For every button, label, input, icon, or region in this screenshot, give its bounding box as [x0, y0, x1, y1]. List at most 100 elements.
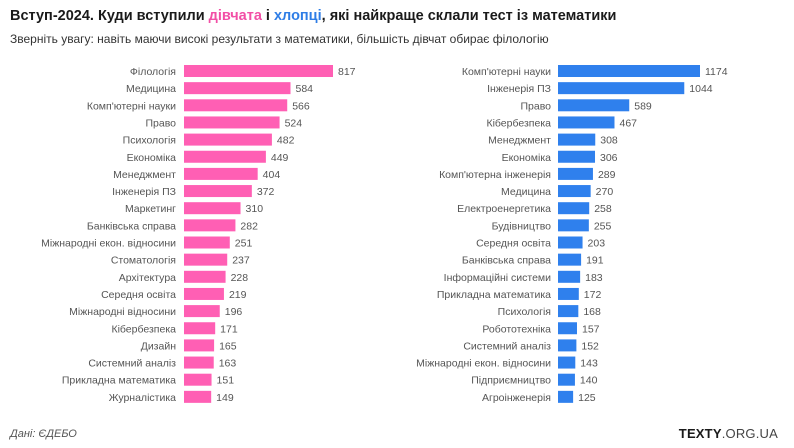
bar[interactable]: [184, 253, 228, 266]
category-label: Будівництво: [492, 220, 552, 232]
bar[interactable]: [184, 270, 226, 283]
category-label: Агроінженерія: [482, 392, 551, 404]
value-label: 566: [292, 100, 310, 112]
value-label: 125: [578, 392, 596, 404]
bar[interactable]: [184, 150, 266, 163]
value-label: 172: [584, 289, 602, 301]
bar[interactable]: [558, 133, 596, 146]
category-label: Комп'ютерна інженерія: [439, 169, 551, 181]
category-label: Інженерія ПЗ: [112, 186, 176, 198]
value-label: 289: [598, 169, 616, 181]
bar[interactable]: [558, 322, 577, 335]
value-label: 237: [232, 255, 250, 267]
bar[interactable]: [184, 305, 220, 318]
brand-main: TEXTY: [678, 426, 722, 441]
bar[interactable]: [558, 339, 577, 352]
value-label: 404: [263, 169, 281, 181]
bar[interactable]: [184, 116, 280, 129]
value-label: 165: [219, 340, 237, 352]
bar[interactable]: [184, 202, 241, 215]
bar[interactable]: [558, 305, 579, 318]
bar[interactable]: [558, 202, 590, 215]
category-label: Економіка: [127, 152, 177, 164]
value-label: 306: [600, 152, 618, 164]
category-label: Менеджмент: [113, 169, 176, 181]
chart-girls: Філологія 817 Медицина 584 Комп'ютерні науки…: [41, 65, 356, 404]
value-label: 183: [585, 272, 603, 284]
value-label: 228: [231, 272, 249, 284]
value-label: 196: [225, 306, 243, 318]
category-label: Журналістика: [109, 392, 176, 404]
bar[interactable]: [558, 150, 596, 163]
value-label: 149: [216, 392, 234, 404]
bar[interactable]: [184, 185, 252, 198]
category-label: Право: [520, 100, 551, 112]
category-label: Робототехніка: [482, 323, 551, 335]
category-label: Дизайн: [141, 340, 176, 352]
value-label: 482: [277, 135, 295, 147]
bar[interactable]: [558, 219, 589, 232]
chart-boys: Комп'ютерні науки 1174 Інженерія ПЗ 1044 Пра…: [416, 65, 728, 404]
bar[interactable]: [184, 219, 236, 232]
category-label: Комп'ютерні науки: [462, 66, 551, 78]
bar[interactable]: [184, 99, 288, 112]
category-label: Системний аналіз: [88, 358, 176, 370]
bar[interactable]: [184, 167, 258, 180]
chart-title: Вступ-2024. Куди вступили дівчата і хлоп…: [10, 8, 616, 24]
category-label: Системний аналіз: [463, 340, 551, 352]
bar[interactable]: [558, 287, 579, 300]
category-label: Менеджмент: [488, 135, 551, 147]
bar[interactable]: [558, 65, 700, 77]
value-label: 589: [634, 100, 652, 112]
bar[interactable]: [184, 287, 224, 300]
category-label: Стоматологія: [111, 255, 176, 267]
bar[interactable]: [184, 373, 212, 386]
bar[interactable]: [184, 65, 333, 77]
value-label: 219: [229, 289, 247, 301]
chart-subtitle: Зверніть увагу: навіть маючи високі резу…: [10, 32, 549, 46]
bar[interactable]: [558, 270, 581, 283]
value-label: 152: [581, 340, 599, 352]
bar[interactable]: [558, 390, 574, 403]
bar[interactable]: [558, 99, 630, 112]
value-label: 140: [580, 375, 598, 387]
bar[interactable]: [558, 356, 576, 369]
bar[interactable]: [184, 356, 214, 369]
bar[interactable]: [558, 373, 575, 386]
bar[interactable]: [184, 82, 291, 95]
category-label: Маркетинг: [125, 203, 176, 215]
category-label: Підприємництво: [471, 375, 551, 387]
bar[interactable]: [558, 236, 583, 249]
category-label: Психологія: [498, 306, 551, 318]
bar[interactable]: [184, 133, 272, 146]
category-label: Банківська справа: [87, 220, 176, 232]
category-label: Психологія: [123, 135, 176, 147]
value-label: 163: [219, 358, 237, 370]
category-label: Міжнародні екон. відносини: [416, 358, 551, 370]
category-label: Прикладна математика: [62, 375, 176, 387]
value-label: 1174: [705, 66, 728, 78]
bar[interactable]: [184, 322, 216, 335]
value-label: 449: [271, 152, 289, 164]
bar[interactable]: [184, 339, 215, 352]
value-label: 191: [586, 255, 604, 267]
bar[interactable]: [558, 167, 593, 180]
value-label: 282: [240, 220, 258, 232]
bar[interactable]: [558, 185, 591, 198]
bar[interactable]: [558, 253, 582, 266]
bar[interactable]: [184, 390, 212, 403]
brand-logo[interactable]: TEXTY.ORG.UA: [679, 426, 778, 441]
title-prefix: Вступ-2024. Куди вступили: [10, 8, 209, 24]
bar[interactable]: [558, 82, 685, 95]
bar[interactable]: [558, 116, 615, 129]
value-label: 255: [594, 220, 612, 232]
value-label: 251: [235, 238, 253, 250]
bar[interactable]: [184, 236, 230, 249]
category-label: Електроенергетика: [457, 203, 551, 215]
value-label: 584: [296, 83, 314, 95]
value-label: 372: [257, 186, 275, 198]
category-label: Економіка: [502, 152, 552, 164]
category-label: Право: [145, 117, 176, 129]
category-label: Середня освіта: [101, 289, 176, 301]
